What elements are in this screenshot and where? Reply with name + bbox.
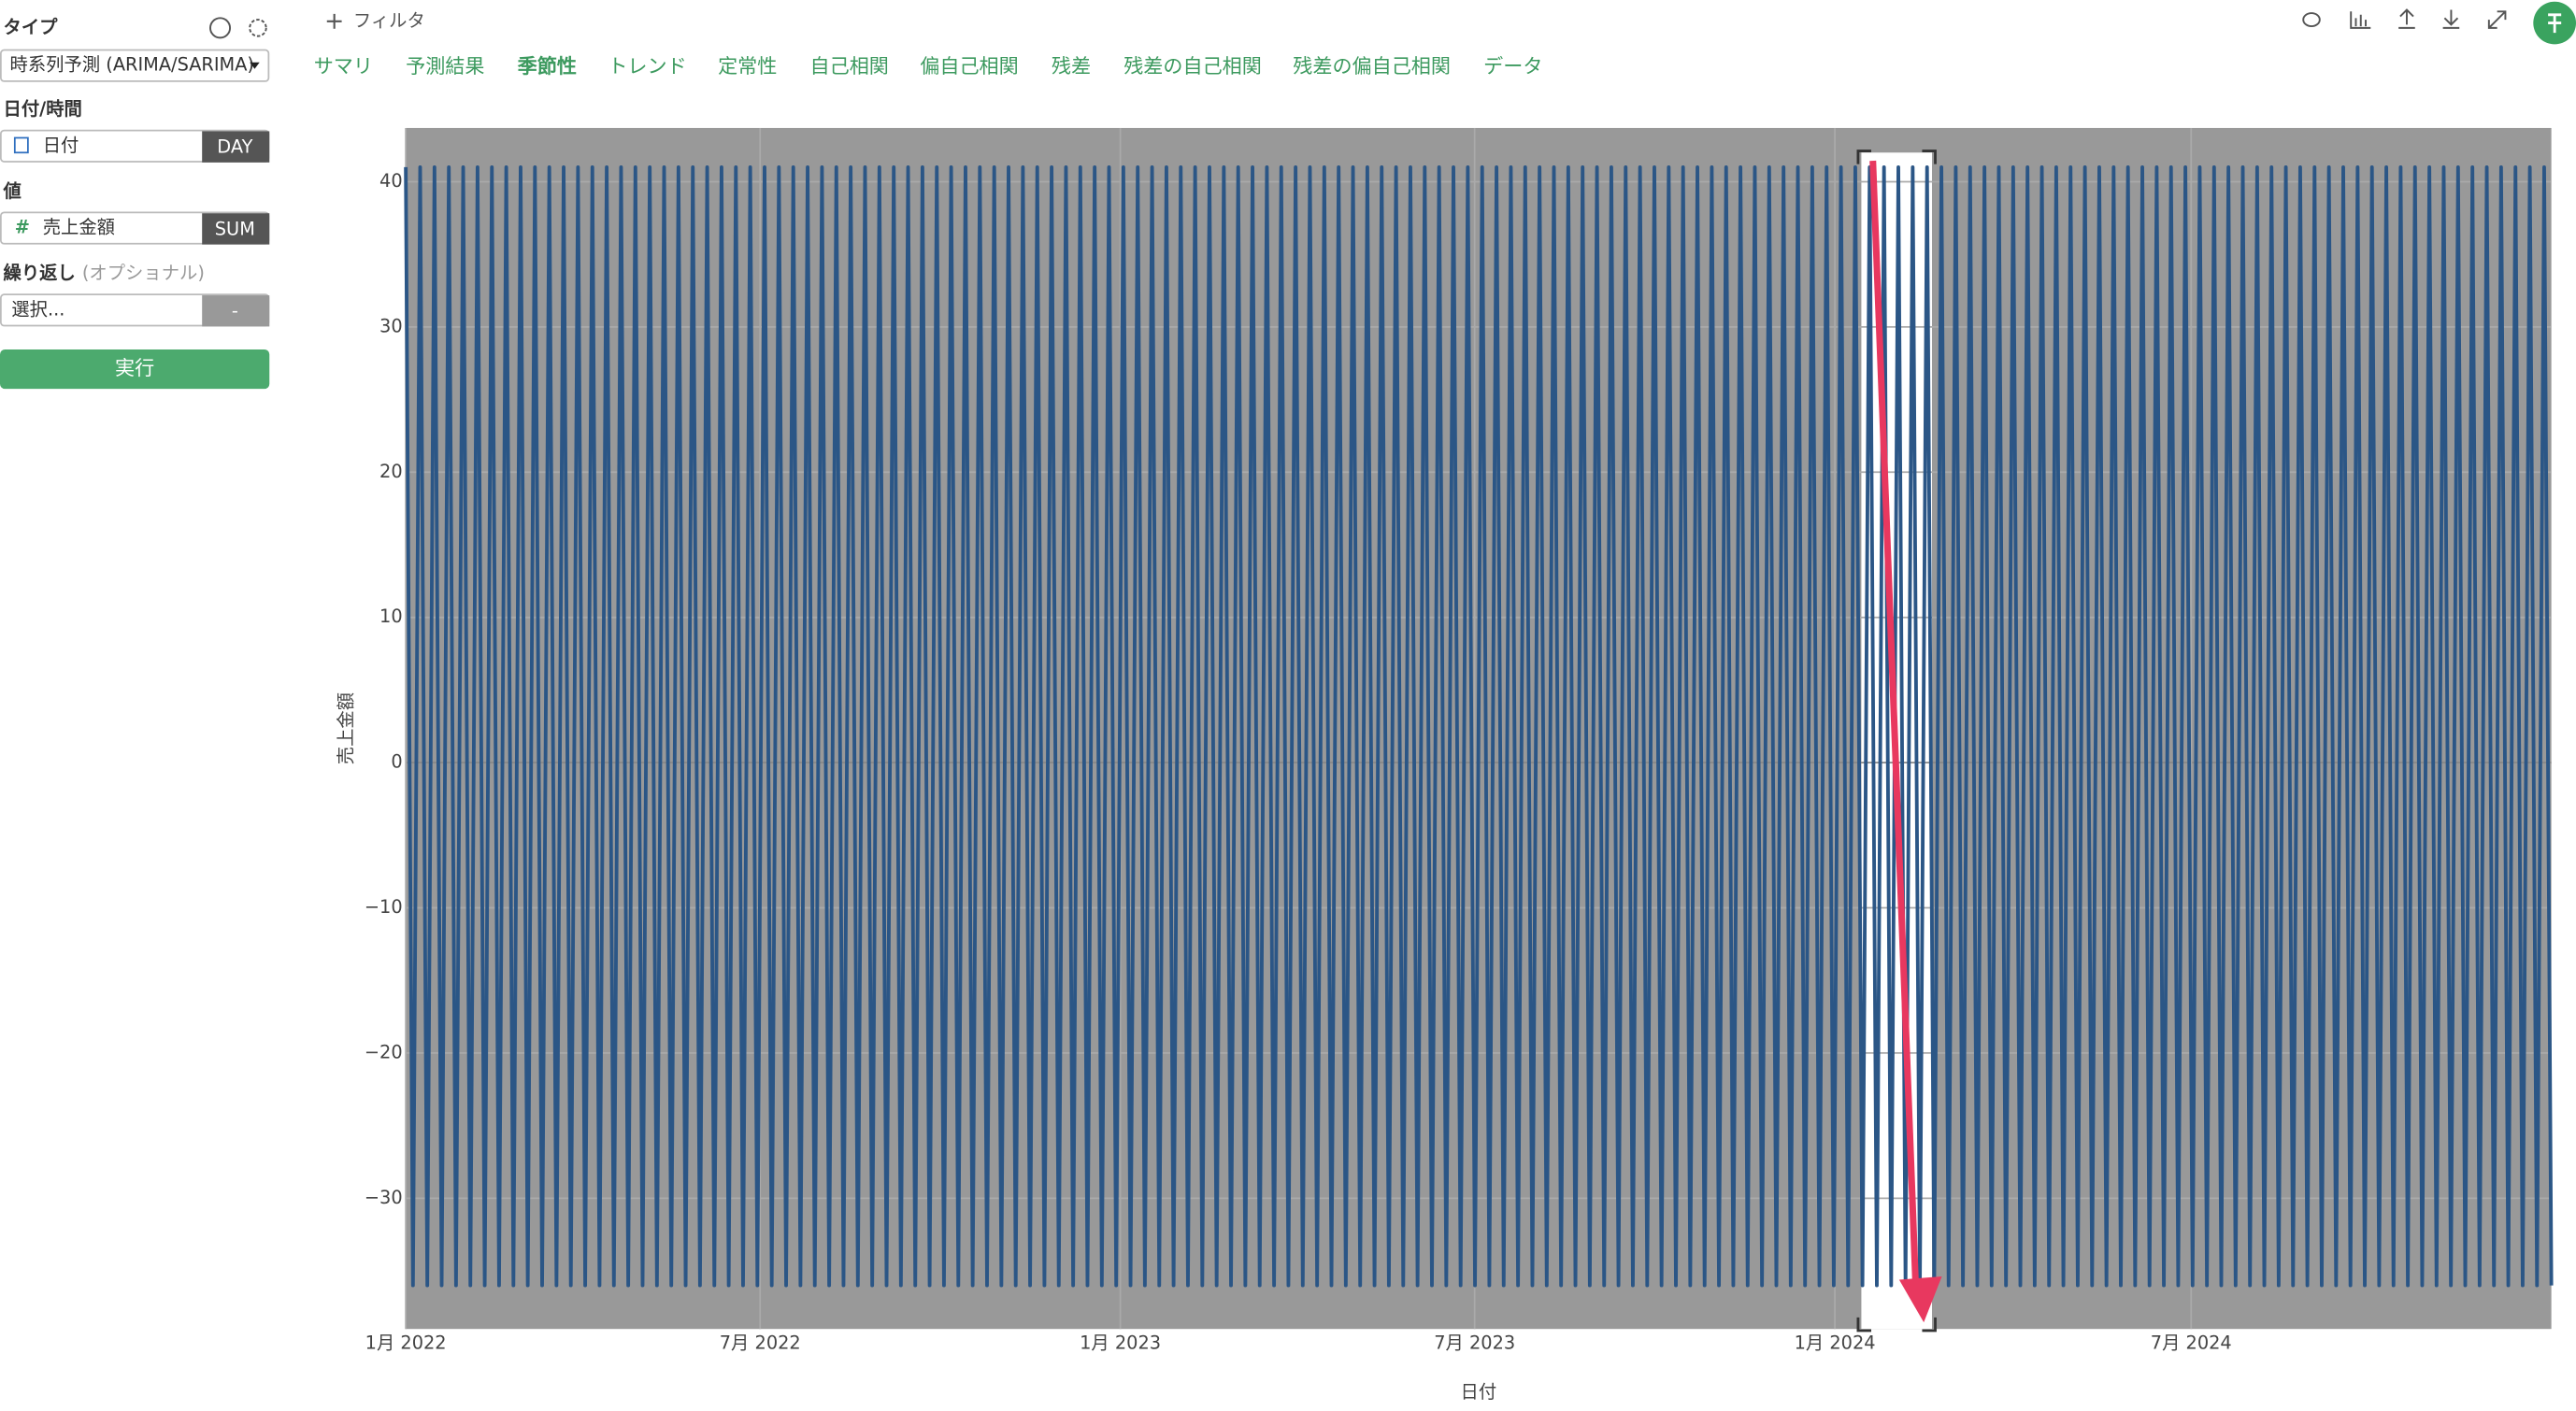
expand-icon[interactable] — [2487, 10, 2507, 29]
selection-corners — [1856, 150, 1937, 1333]
x-tick-label: 1月 2022 — [365, 1333, 447, 1354]
number-icon: # — [15, 217, 30, 238]
repeat-agg-button[interactable] — [202, 295, 270, 327]
y-tick-label: 0 — [391, 751, 402, 773]
annotation-arrowhead — [1898, 1276, 1942, 1323]
tab[interactable]: 残差 — [1052, 54, 1091, 78]
repeat-placeholder: 選択... — [11, 298, 64, 320]
y-tick-label: 20 — [379, 461, 403, 482]
x-tick-label: 7月 2023 — [1434, 1333, 1515, 1354]
type-select[interactable] — [0, 49, 270, 82]
x-axis-title: 日付 — [1461, 1381, 1497, 1403]
download-icon[interactable] — [2442, 9, 2460, 29]
tab[interactable]: 偏自己相関 — [920, 54, 1018, 78]
settings-icon[interactable] — [249, 19, 267, 37]
pin-icon — [2548, 13, 2562, 34]
y-tick-label: 10 — [379, 606, 403, 627]
tab[interactable]: 残差の自己相関 — [1123, 54, 1262, 78]
dropdown-caret — [250, 62, 260, 69]
chart-icon[interactable] — [2350, 11, 2371, 29]
value-label: 値 — [3, 180, 21, 202]
sidebar: タイプ 時系列予測 (ARIMA/SARIMA) 日付/時間 日付 DAY 値 … — [0, 16, 270, 390]
date-agg-button[interactable] — [202, 131, 270, 163]
series — [404, 164, 2554, 1288]
x-tick-label: 1月 2024 — [1795, 1333, 1876, 1354]
tab[interactable]: データ — [1483, 54, 1542, 78]
type-value: 時系列予測 (ARIMA/SARIMA) — [10, 54, 254, 76]
repeat-agg: - — [232, 300, 238, 321]
annotation-arrow — [1869, 160, 1919, 1284]
tab[interactable]: 定常性 — [718, 54, 777, 78]
type-label: タイプ — [4, 16, 59, 37]
y-tick-label: −30 — [365, 1187, 403, 1208]
y-tick-label: −10 — [365, 896, 403, 918]
y-tick-label: 40 — [379, 170, 403, 192]
comment-icon[interactable] — [2302, 12, 2321, 28]
date-label: 日付/時間 — [4, 98, 82, 120]
value-field: 売上金額 — [43, 217, 115, 238]
value-agg: SUM — [215, 218, 255, 239]
y-tick-label: 30 — [379, 315, 403, 336]
y-tick-label: −20 — [365, 1041, 403, 1062]
tab[interactable]: 季節性 — [518, 54, 577, 78]
tab-bar: サマリ 予測結果 季節性 トレンド 定常性 自己相関 偏自己相関 残差 残差の自己相関 残差の偏自… — [314, 54, 1543, 78]
axes: −30 −20 −10 0 10 20 30 40 1月 2022 7月 2022 1月 2023 7… — [335, 170, 2231, 1403]
y-axis-title: 売上金額 — [335, 692, 356, 764]
upload-icon[interactable] — [2398, 8, 2415, 29]
x-tick-label: 7月 2022 — [720, 1333, 801, 1354]
toolbar: フィルタ — [326, 1, 2576, 45]
date-field: 日付 — [43, 135, 79, 156]
date-agg: DAY — [217, 136, 252, 158]
tab[interactable]: 自己相関 — [810, 54, 889, 78]
chart: −30 −20 −10 0 10 20 30 40 1月 2022 7月 2022 1月 2023 7… — [335, 127, 2554, 1403]
series-line — [404, 164, 2554, 1288]
value-agg-button[interactable] — [202, 213, 270, 245]
run-button-label: 実行 — [115, 356, 154, 379]
tab[interactable]: トレンド — [608, 54, 686, 78]
tab[interactable]: サマリ — [314, 54, 373, 78]
run-button[interactable] — [0, 349, 270, 390]
repeat-label: 繰り返し — [4, 263, 76, 284]
filter-button[interactable]: フィルタ — [353, 9, 425, 31]
tab[interactable]: 予測結果 — [406, 54, 484, 78]
x-tick-label: 7月 2024 — [2151, 1333, 2232, 1354]
x-tick-label: 1月 2023 — [1080, 1333, 1161, 1354]
calendar-icon — [13, 136, 29, 154]
add-icon — [326, 13, 342, 29]
annotation — [1856, 150, 1942, 1333]
tab[interactable]: 残差の偏自己相関 — [1293, 54, 1451, 78]
repeat-optional: (オプショナル) — [82, 263, 205, 284]
help-icon[interactable] — [209, 17, 232, 39]
